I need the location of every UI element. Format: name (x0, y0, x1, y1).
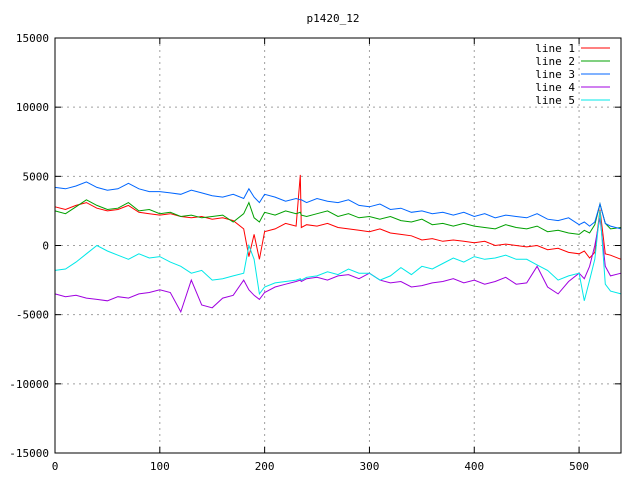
plot-border (54, 37, 622, 454)
legend-label: line 3 (535, 68, 575, 81)
x-tick-label: 0 (52, 460, 59, 473)
y-tick-label: 15000 (16, 32, 49, 45)
tick-labels: 0 100 200 300 400 500 -15000 -10000 -5000 0 5000 10… (9, 32, 621, 473)
series-line-1 (54, 174, 622, 260)
y-tick-label: -15000 (9, 447, 49, 460)
x-tick-label: 400 (464, 460, 484, 473)
y-tick-label: -10000 (9, 378, 49, 391)
legend-label: line 1 (535, 42, 575, 55)
series-line-2 (54, 199, 622, 235)
x-tick-label: 500 (569, 460, 589, 473)
series-line-3 (54, 181, 622, 230)
series-line-5 (54, 210, 622, 301)
y-tick-label: 10000 (16, 101, 49, 114)
chart-title: p1420_12 (307, 12, 360, 25)
legend-label: line 2 (535, 55, 575, 68)
series-lines (54, 174, 622, 314)
y-tick-label: 0 (42, 240, 49, 253)
x-tick-label: 100 (150, 460, 170, 473)
grid (55, 38, 621, 453)
y-tick-label: -5000 (16, 309, 49, 322)
x-tick-label: 300 (360, 460, 380, 473)
legend-label: line 4 (535, 81, 575, 94)
x-tick-label: 200 (255, 460, 275, 473)
series-line-4 (54, 217, 622, 314)
y-tick-label: 5000 (23, 170, 50, 183)
legend-label: line 5 (535, 94, 575, 107)
